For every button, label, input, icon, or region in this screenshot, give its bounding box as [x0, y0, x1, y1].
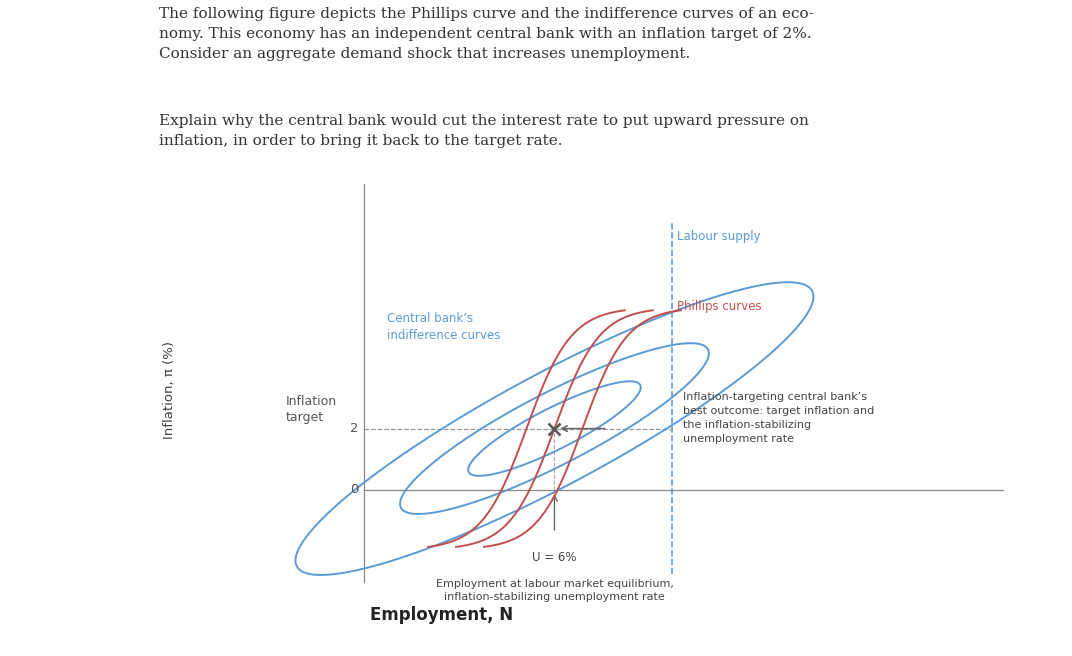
Text: U = 6%: U = 6% [532, 551, 577, 564]
Text: Phillips curves: Phillips curves [678, 300, 762, 313]
Text: Inflation-targeting central bank’s
best outcome: target inflation and
the inflat: Inflation-targeting central bank’s best … [683, 392, 875, 444]
Text: Labour supply: Labour supply [678, 230, 761, 243]
Text: 0: 0 [351, 483, 359, 497]
Text: The following figure depicts the Phillips curve and the indifference curves of a: The following figure depicts the Phillip… [159, 7, 814, 62]
Text: 2: 2 [351, 422, 359, 435]
Text: Explain why the central bank would cut the interest rate to put upward pressure : Explain why the central bank would cut t… [159, 114, 808, 148]
Text: Inflation
target: Inflation target [286, 395, 338, 424]
Text: Employment at labour market equilibrium,
inflation-stabilizing unemployment rate: Employment at labour market equilibrium,… [435, 579, 673, 602]
Text: Inflation, π (%): Inflation, π (%) [163, 341, 176, 440]
Text: Central bank’s
indifference curves: Central bank’s indifference curves [387, 312, 501, 342]
Text: Employment, N: Employment, N [370, 606, 513, 624]
